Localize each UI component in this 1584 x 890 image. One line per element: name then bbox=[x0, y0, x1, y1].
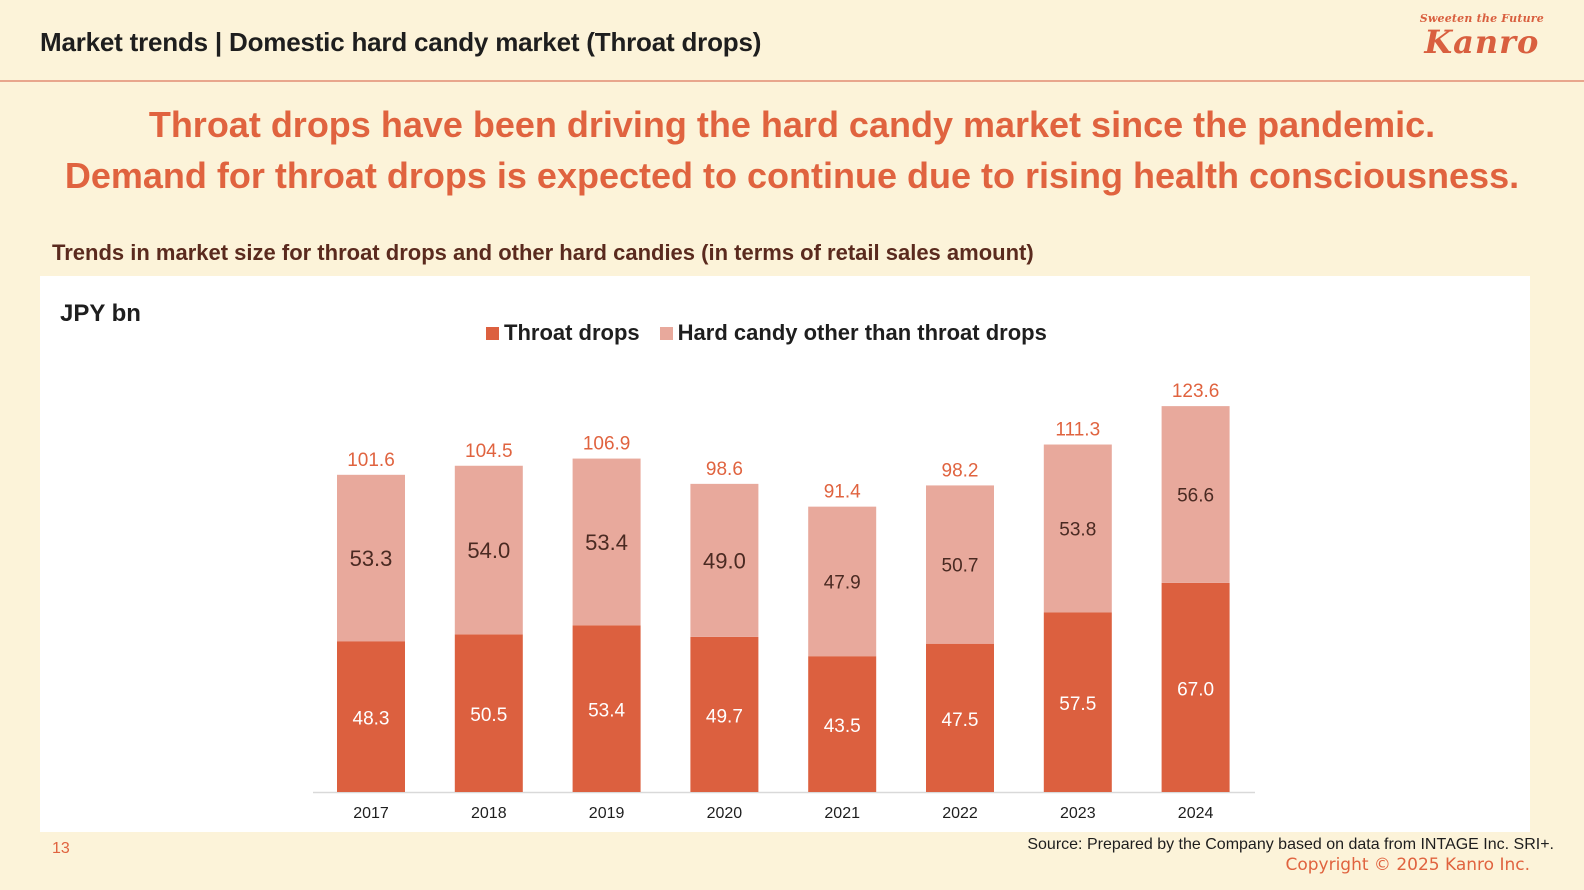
label-throat-drops-2024: 67.0 bbox=[1177, 679, 1214, 700]
x-tick-label-2020: 2020 bbox=[707, 805, 743, 822]
label-throat-drops-2021: 43.5 bbox=[824, 716, 861, 737]
x-tick-label-2019: 2019 bbox=[589, 805, 625, 822]
bar-other-2018 bbox=[454, 465, 523, 635]
label-other-2024: 56.6 bbox=[1177, 485, 1214, 506]
label-throat-drops-2020: 49.7 bbox=[706, 706, 743, 727]
headline-line-1: Throat drops have been driving the hard … bbox=[148, 104, 1436, 145]
label-other-2023: 53.8 bbox=[1059, 520, 1096, 541]
bar-other-2017 bbox=[337, 474, 405, 642]
label-throat-drops-2019: 53.4 bbox=[588, 701, 625, 722]
label-total-2017: 101.6 bbox=[347, 450, 395, 471]
legend-label-throat-drops: Throat drops bbox=[504, 320, 640, 345]
bar-other-2024 bbox=[1161, 406, 1230, 583]
bar-throat-drops-2021 bbox=[808, 656, 877, 792]
bar-throat-drops-2020 bbox=[690, 636, 759, 792]
x-tick-label-2018: 2018 bbox=[471, 805, 507, 822]
copyright: Copyright © 2025 Kanro Inc. bbox=[1285, 855, 1530, 875]
label-other-2021: 47.9 bbox=[824, 572, 861, 593]
label-other-2020: 49.0 bbox=[703, 548, 746, 573]
label-total-2022: 98.2 bbox=[942, 460, 979, 481]
source-note: Source: Prepared by the Company based on… bbox=[1027, 836, 1554, 853]
bar-throat-drops-2018 bbox=[454, 634, 523, 792]
label-total-2018: 104.5 bbox=[465, 441, 513, 462]
label-throat-drops-2018: 50.5 bbox=[470, 705, 507, 726]
bar-throat-drops-2023 bbox=[1043, 612, 1112, 792]
x-tick-label-2022: 2022 bbox=[942, 805, 978, 822]
x-tick-label-2023: 2023 bbox=[1060, 805, 1096, 822]
bar-throat-drops-2017 bbox=[337, 641, 405, 792]
legend-swatch-throat-drops bbox=[486, 326, 499, 340]
logo-tagline: Sweeten the Future bbox=[1419, 12, 1544, 25]
x-tick-label-2017: 2017 bbox=[353, 805, 389, 822]
label-total-2023: 111.3 bbox=[1055, 420, 1100, 441]
chart-panel: JPY bn Throat drops Hard candy other tha… bbox=[40, 276, 1530, 832]
chart-legend: Throat drops Hard candy other than throa… bbox=[486, 320, 1067, 346]
bar-throat-drops-2019 bbox=[572, 625, 641, 792]
label-throat-drops-2017: 48.3 bbox=[353, 709, 390, 730]
legend-swatch-other bbox=[659, 326, 673, 340]
stacked-bar-chart: 48.3 53.3 101.6 2017 50.5 54.0 104.5 2018 53.4 53… bbox=[313, 381, 1255, 822]
legend-item-throat-drops: Throat drops bbox=[486, 320, 640, 346]
bar-other-2021 bbox=[808, 506, 877, 657]
page-title: Market trends | Domestic hard candy mark… bbox=[40, 27, 762, 57]
logo-name: Kanro bbox=[1424, 23, 1540, 61]
page-number: 13 bbox=[52, 840, 70, 857]
kanro-logo: Sweeten the Future Kanro bbox=[1420, 12, 1544, 59]
legend-label-other: Hard candy other than throat drops bbox=[677, 320, 1047, 345]
chart-subtitle: Trends in market size for throat drops a… bbox=[52, 240, 1034, 265]
label-total-2021: 91.4 bbox=[824, 482, 861, 503]
bar-throat-drops-2022 bbox=[926, 643, 994, 792]
x-tick-label-2024: 2024 bbox=[1178, 805, 1214, 822]
label-other-2022: 50.7 bbox=[942, 556, 979, 577]
bar-other-2020 bbox=[690, 483, 759, 637]
label-total-2024: 123.6 bbox=[1172, 381, 1220, 402]
label-other-2019: 53.4 bbox=[585, 530, 628, 555]
label-other-2017: 53.3 bbox=[350, 546, 393, 571]
headline-line-2: Demand for throat drops is expected to c… bbox=[64, 155, 1520, 196]
label-total-2019: 106.9 bbox=[583, 434, 631, 455]
label-throat-drops-2022: 47.5 bbox=[942, 710, 979, 731]
bar-other-2019 bbox=[572, 458, 641, 626]
x-tick-label-2021: 2021 bbox=[824, 805, 860, 822]
unit-label: JPY bn bbox=[60, 300, 141, 327]
legend-item-other: Hard candy other than throat drops bbox=[659, 320, 1047, 346]
bar-other-2023 bbox=[1043, 444, 1112, 613]
bar-other-2022 bbox=[926, 485, 994, 644]
label-throat-drops-2023: 57.5 bbox=[1059, 694, 1096, 715]
label-total-2020: 98.6 bbox=[706, 459, 743, 480]
header-divider bbox=[0, 80, 1584, 82]
bar-throat-drops-2024 bbox=[1161, 582, 1230, 792]
label-other-2018: 54.0 bbox=[467, 538, 510, 563]
